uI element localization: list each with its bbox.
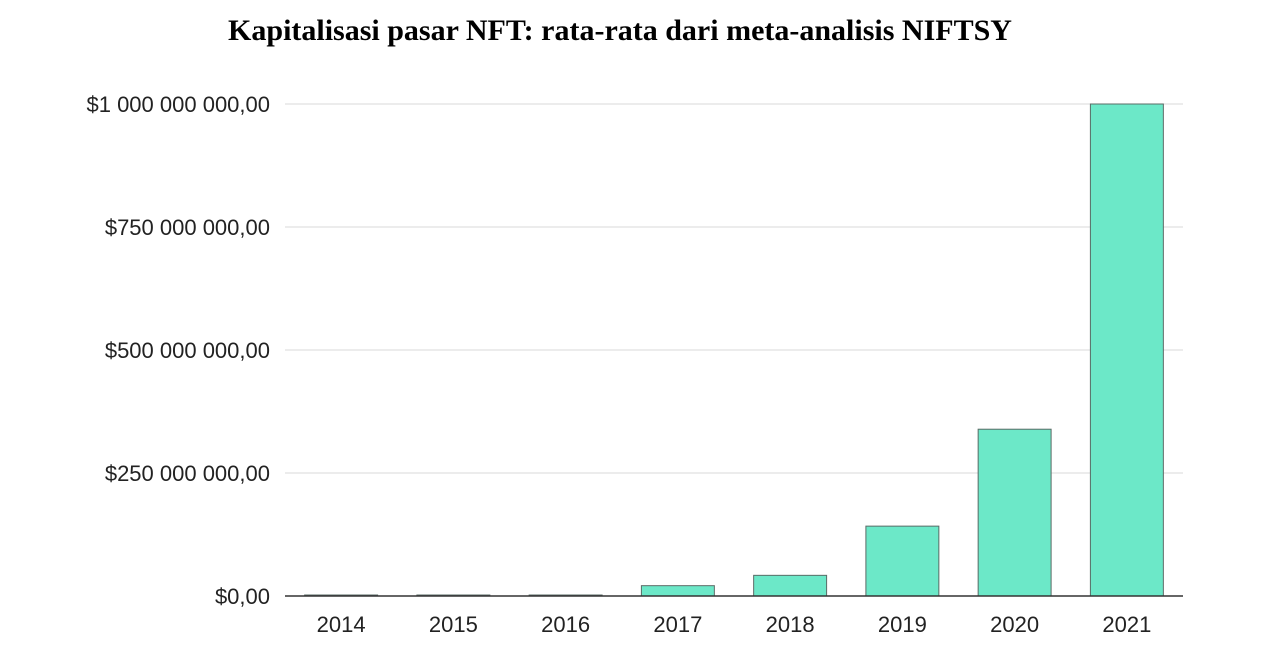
bar-2018 xyxy=(753,574,828,597)
y-axis-labels: $0,00 $250 000 000,00 $500 000 000,00 $750 … xyxy=(86,92,270,609)
x-axis-labels: 2014 2015 2016 2017 2018 2019 2020 2021 xyxy=(317,612,1152,637)
y-tick-label: $250 000 000,00 xyxy=(105,461,270,486)
bars xyxy=(304,103,1164,597)
y-tick-label: $750 000 000,00 xyxy=(105,215,270,240)
y-tick-label: $0,00 xyxy=(215,584,270,609)
x-tick-label: 2019 xyxy=(878,612,927,637)
y-tick-label: $500 000 000,00 xyxy=(105,338,270,363)
bar-2021 xyxy=(1089,103,1164,597)
x-tick-label: 2018 xyxy=(766,612,815,637)
bar-2017 xyxy=(640,585,715,597)
bar-2019 xyxy=(865,525,940,597)
gridlines xyxy=(285,103,1183,474)
x-tick-label: 2015 xyxy=(429,612,478,637)
x-tick-label: 2016 xyxy=(541,612,590,637)
x-tick-label: 2020 xyxy=(990,612,1039,637)
x-tick-label: 2021 xyxy=(1102,612,1151,637)
bar-2020 xyxy=(977,428,1052,597)
x-tick-label: 2014 xyxy=(317,612,366,637)
x-tick-label: 2017 xyxy=(653,612,702,637)
y-tick-label: $1 000 000 000,00 xyxy=(86,92,270,117)
chart-title: Kapitalisasi pasar NFT: rata-rata dari m… xyxy=(228,14,1012,47)
